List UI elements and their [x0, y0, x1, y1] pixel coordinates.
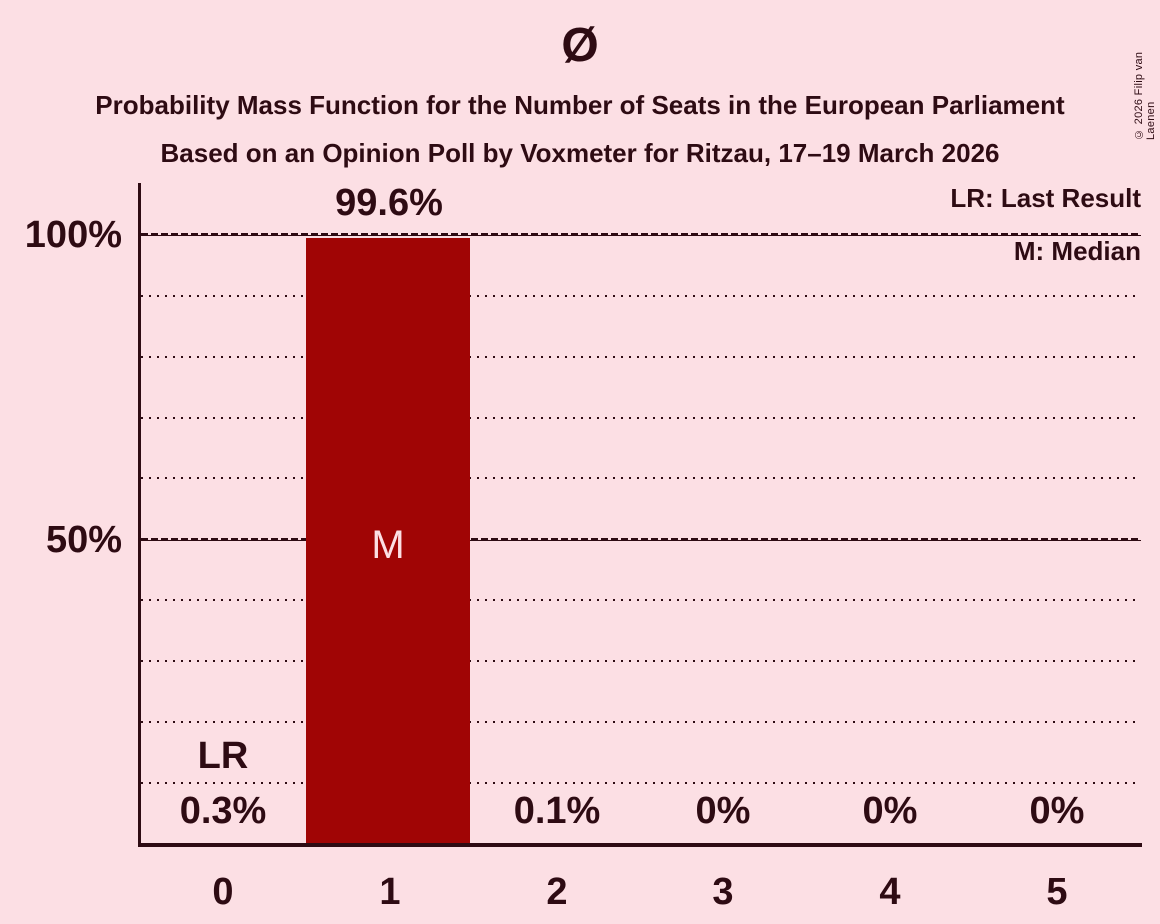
- gridline-40pct: [141, 599, 1141, 601]
- gridline-30pct: [141, 660, 1141, 662]
- gridline-80pct: [141, 356, 1141, 358]
- median-marker: M: [371, 523, 405, 567]
- value-label-seat-3: 0%: [695, 790, 751, 832]
- chart-subtitle: Based on an Opinion Poll by Voxmeter for…: [160, 138, 1000, 168]
- gridline-20pct: [141, 721, 1141, 723]
- bar-value-label-seat-1: 99.6%: [335, 182, 443, 224]
- y-tick-100pct: 100%: [24, 214, 122, 256]
- gridline-50pct: [141, 538, 1141, 541]
- x-tick-2: 2: [546, 871, 568, 913]
- party-symbol: Ø: [561, 19, 599, 72]
- gridline-90pct: [141, 295, 1141, 297]
- x-tick-1: 1: [379, 871, 401, 913]
- copyright-notice: © 2026 Filip van Laenen: [1133, 51, 1157, 140]
- legend-last-result: LR: Last Result: [950, 183, 1141, 213]
- y-axis-line: [138, 183, 141, 847]
- chart-title: Probability Mass Function for the Number…: [95, 90, 1065, 120]
- legend-median: M: Median: [1013, 236, 1141, 266]
- value-label-seat-5: 0%: [1029, 790, 1085, 832]
- x-tick-4: 4: [879, 871, 901, 913]
- y-tick-50pct: 50%: [45, 519, 122, 561]
- bar-seat-1: [306, 238, 470, 843]
- last-result-marker: LR: [197, 735, 249, 777]
- gridline-70pct: [141, 417, 1141, 419]
- gridline-100pct: [141, 233, 1141, 236]
- gridline-60pct: [141, 477, 1141, 479]
- x-tick-3: 3: [712, 871, 734, 913]
- x-tick-0: 0: [212, 871, 234, 913]
- value-label-seat-2: 0.1%: [513, 790, 601, 832]
- x-tick-5: 5: [1046, 871, 1068, 913]
- x-axis-line: [138, 843, 1142, 847]
- value-label-seat-0: 0.3%: [179, 790, 267, 832]
- value-label-seat-4: 0%: [862, 790, 918, 832]
- gridline-10pct: [141, 782, 1141, 784]
